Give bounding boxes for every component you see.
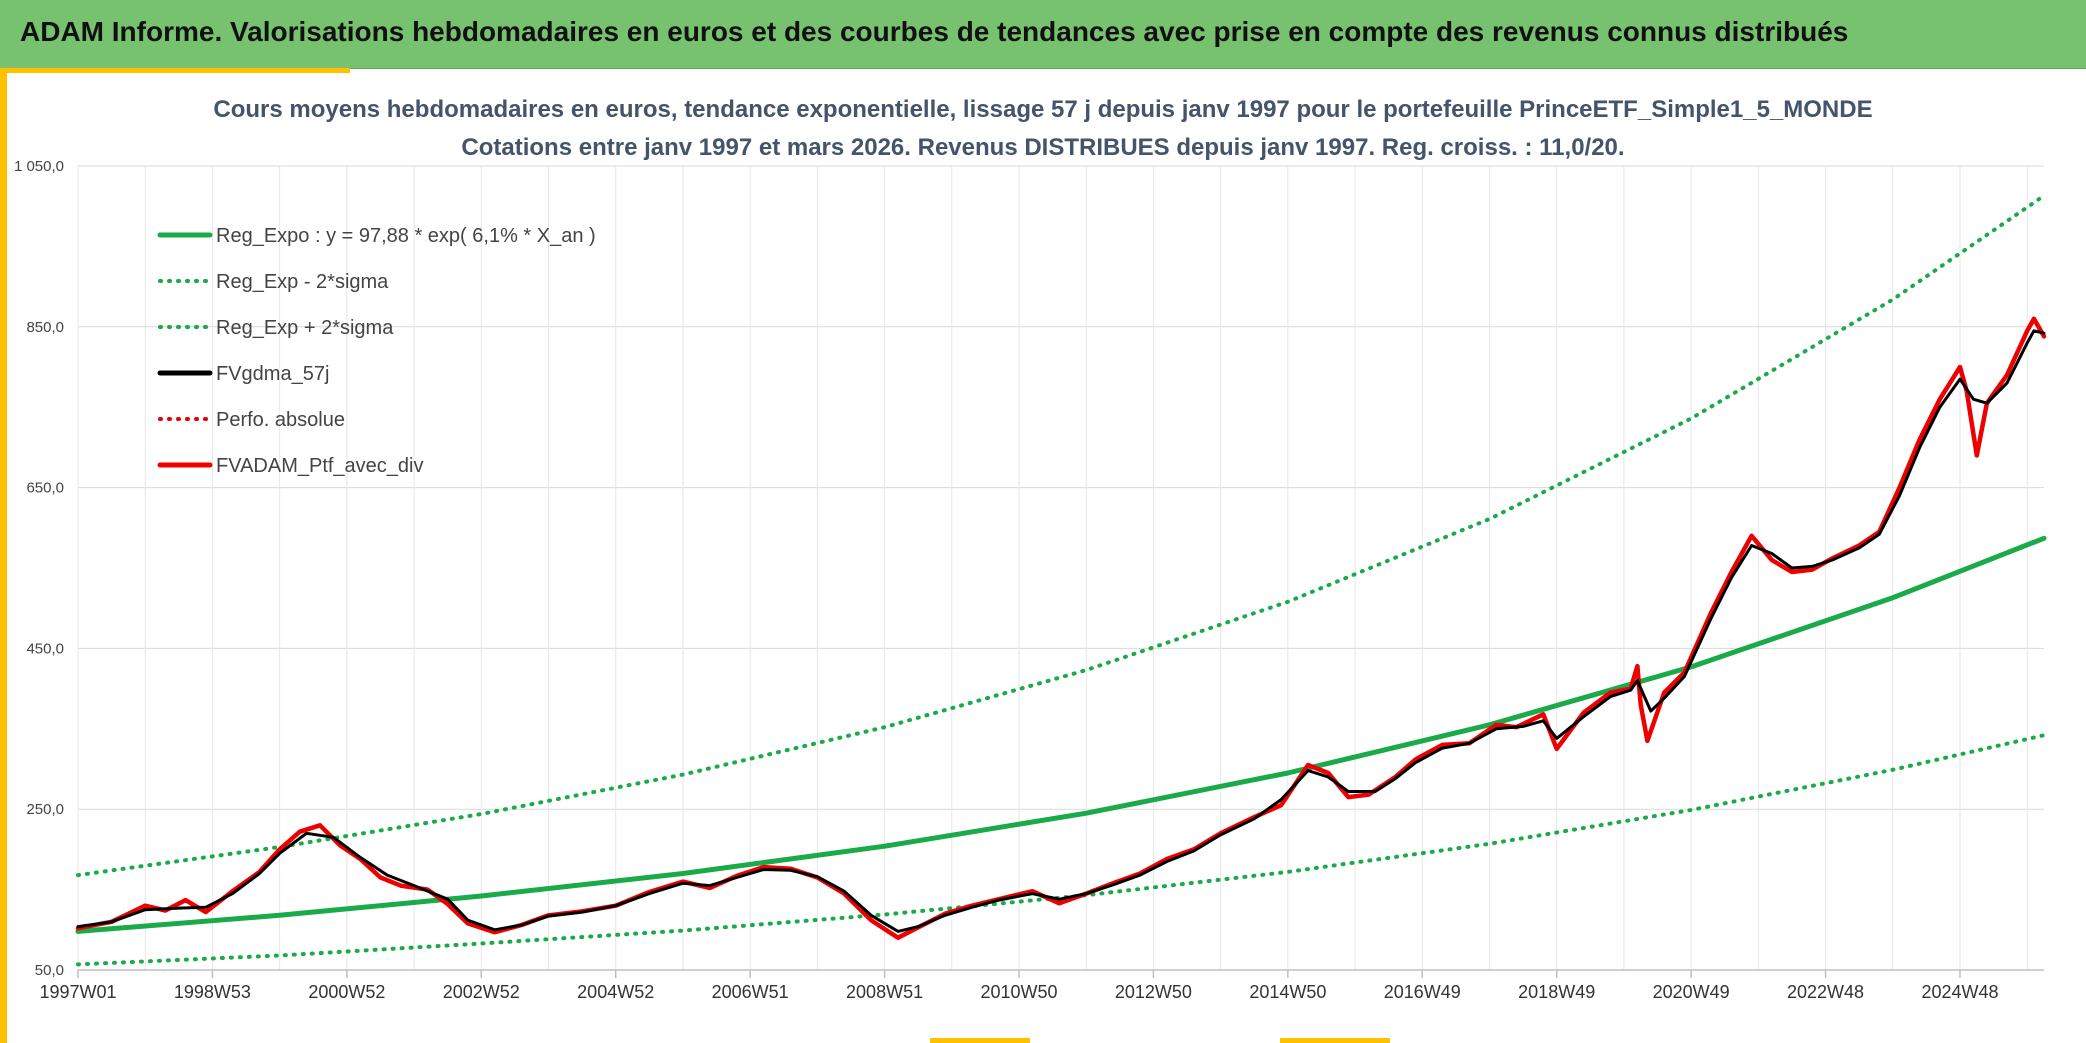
x-tick-label: 2002W52 bbox=[443, 982, 520, 1002]
frame-accent-left bbox=[0, 68, 7, 1043]
series-reg-high bbox=[76, 193, 2046, 878]
x-tick-label: 2020W49 bbox=[1653, 982, 1730, 1002]
legend-label-perf: Perfo. absolue bbox=[216, 409, 345, 431]
frame-accent-bottom bbox=[930, 1038, 1030, 1043]
legend-label-high: Reg_Exp + 2*sigma bbox=[216, 317, 394, 339]
x-tick-label: 1998W53 bbox=[174, 982, 251, 1002]
frame-accent-bottom bbox=[1280, 1038, 1390, 1043]
y-axis-ticks: 50,0 250,0 450,0 650,0 850,0 1 050,0 bbox=[14, 158, 64, 979]
series-ptf bbox=[75, 316, 2047, 941]
chart-title-line1: Cours moyens hebdomadaires en euros, ten… bbox=[213, 96, 1872, 123]
x-tick-label: 2004W52 bbox=[577, 982, 654, 1002]
series-gdma bbox=[76, 329, 2046, 933]
x-axis-ticks: 1997W01 1998W53 2000W52 2002W52 2004W52 2006W… bbox=[39, 970, 1999, 1002]
legend-label-smooth: FVgdma_57j bbox=[216, 363, 329, 385]
y-tick-label: 1 050,0 bbox=[14, 158, 64, 175]
legend: Reg_Expo : y = 97,88 * exp( 6,1% * X_an … bbox=[157, 225, 596, 477]
x-tick-label: 2006W51 bbox=[712, 982, 789, 1002]
series-reg-expo bbox=[75, 535, 2047, 934]
series-reg-low bbox=[76, 733, 2046, 967]
x-tick-label: 2018W49 bbox=[1518, 982, 1595, 1002]
series-group bbox=[75, 193, 2047, 967]
legend-label-ptf: FVADAM_Ptf_avec_div bbox=[216, 455, 424, 477]
x-tick-label: 2008W51 bbox=[846, 982, 923, 1002]
legend-label-low: Reg_Exp - 2*sigma bbox=[216, 271, 389, 293]
y-tick-label: 650,0 bbox=[26, 480, 64, 497]
chart: Cours moyens hebdomadaires en euros, ten… bbox=[14, 96, 2047, 1002]
chart-title-line2: Cotations entre janv 1997 et mars 2026. … bbox=[461, 134, 1624, 161]
x-tick-label: 2014W50 bbox=[1249, 982, 1326, 1002]
x-tick-label: 2022W48 bbox=[1787, 982, 1864, 1002]
header-bar: ADAM Informe. Valorisations hebdomadaire… bbox=[0, 0, 2086, 69]
y-tick-label: 250,0 bbox=[26, 801, 64, 818]
gridlines bbox=[77, 165, 2044, 971]
x-tick-label: 2016W49 bbox=[1384, 982, 1461, 1002]
x-tick-label: 2024W48 bbox=[1921, 982, 1998, 1002]
x-tick-label: 2012W50 bbox=[1115, 982, 1192, 1002]
y-tick-label: 450,0 bbox=[26, 640, 64, 657]
frame-accent-top bbox=[0, 68, 350, 73]
legend-label-reg: Reg_Expo : y = 97,88 * exp( 6,1% * X_an … bbox=[216, 225, 596, 247]
y-tick-label: 50,0 bbox=[35, 962, 64, 979]
x-tick-label: 2010W50 bbox=[980, 982, 1057, 1002]
x-tick-label: 1997W01 bbox=[39, 982, 116, 1002]
x-tick-label: 2000W52 bbox=[308, 982, 385, 1002]
page-title: ADAM Informe. Valorisations hebdomadaire… bbox=[20, 16, 1849, 47]
y-tick-label: 850,0 bbox=[26, 319, 64, 336]
